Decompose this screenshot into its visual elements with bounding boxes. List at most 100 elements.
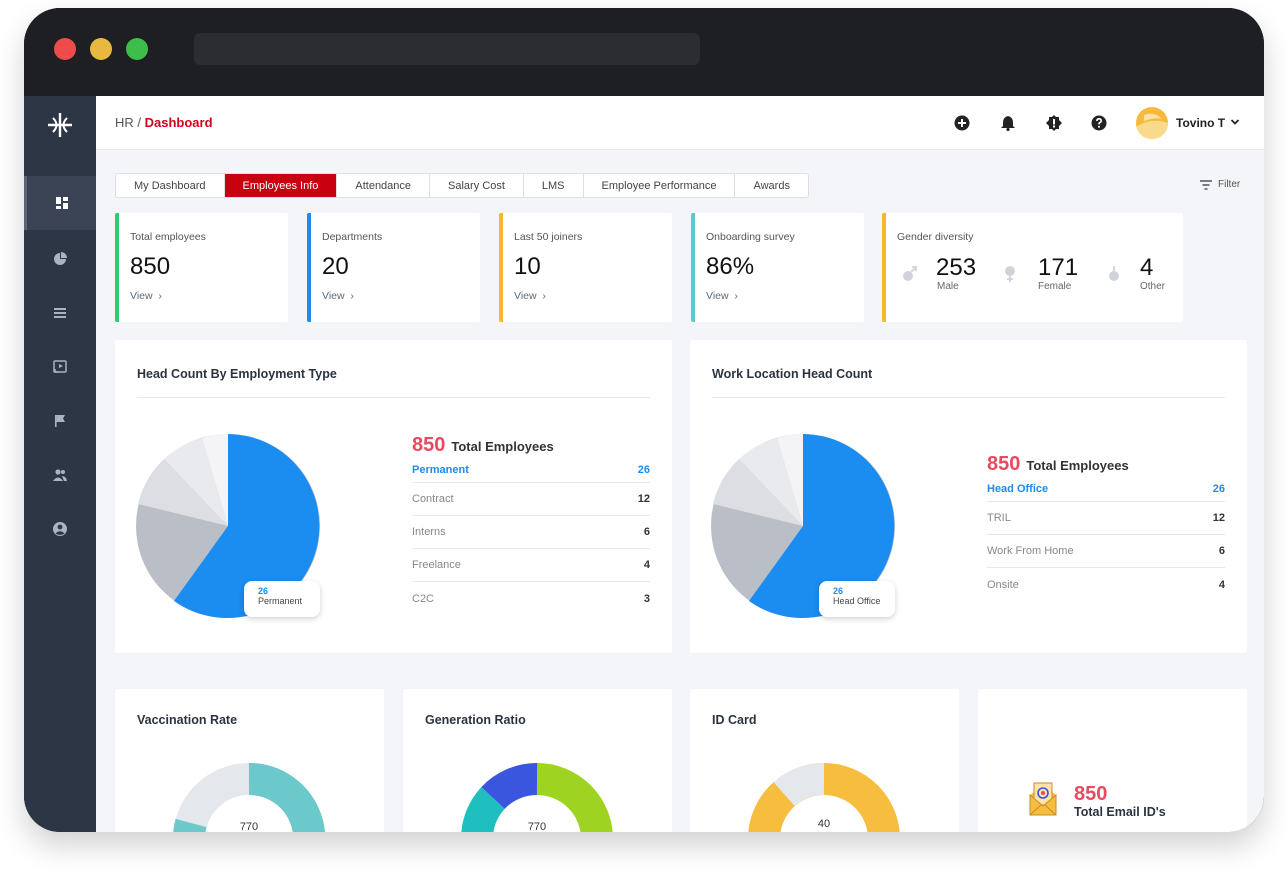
tab-employees-info[interactable]: Employees Info bbox=[224, 174, 338, 197]
user-name[interactable]: Tovino T bbox=[1176, 116, 1226, 130]
gender-female: 171 Female bbox=[1038, 254, 1078, 292]
legend-row-tril[interactable]: TRIL 12 bbox=[987, 502, 1225, 535]
tab-attendance[interactable]: Attendance bbox=[337, 174, 431, 197]
donut-center-value: 770 bbox=[527, 821, 547, 832]
email-label: Total Email ID's bbox=[1074, 805, 1166, 819]
vaccination-donut-chart[interactable] bbox=[173, 763, 325, 832]
legend-row-head-office[interactable]: Head Office 26 bbox=[987, 476, 1225, 502]
tab-employee-performance[interactable]: Employee Performance bbox=[584, 174, 736, 197]
female-icon bbox=[1005, 266, 1015, 282]
avatar[interactable] bbox=[1136, 107, 1168, 139]
legend-label: Head Office bbox=[987, 482, 1049, 495]
chevron-right-icon: › bbox=[158, 290, 162, 302]
tab-lms[interactable]: LMS bbox=[524, 174, 584, 197]
tab-my-dashboard[interactable]: My Dashboard bbox=[116, 174, 225, 197]
sidebar-item-people[interactable] bbox=[24, 448, 96, 502]
legend-row-c2c[interactable]: C2C 3 bbox=[412, 582, 650, 615]
view-link[interactable]: View › bbox=[706, 290, 738, 302]
help-icon[interactable] bbox=[1091, 115, 1107, 131]
total-value: 850 bbox=[987, 453, 1021, 475]
logo-icon bbox=[48, 112, 72, 137]
sidebar-item-list[interactable] bbox=[24, 286, 96, 340]
minimize-window-button[interactable] bbox=[90, 38, 112, 60]
pie-slice-c2c[interactable] bbox=[202, 434, 228, 526]
sidebar-item-profile[interactable] bbox=[24, 502, 96, 556]
employment-legend: 850 Total Employees Permanent 26 Contract 1… bbox=[412, 434, 650, 615]
legend-row-work-from-home[interactable]: Work From Home 6 bbox=[987, 535, 1225, 568]
alert-badge-icon[interactable] bbox=[1046, 115, 1062, 131]
id-card-donut-chart[interactable] bbox=[748, 763, 900, 832]
callout-value: 26 bbox=[833, 586, 844, 596]
donut-segment-pending[interactable] bbox=[773, 763, 825, 807]
breadcrumb: HR / Dashboard bbox=[115, 115, 213, 130]
donut-segment-gen-b[interactable] bbox=[481, 763, 538, 810]
legend-row-interns[interactable]: Interns 6 bbox=[412, 516, 650, 549]
bell-icon[interactable] bbox=[1000, 115, 1016, 131]
sidebar-item-training[interactable] bbox=[24, 340, 96, 394]
chevron-down-icon[interactable] bbox=[1230, 117, 1240, 127]
work-location-pie-chart[interactable] bbox=[711, 434, 895, 618]
gender-value: 253 bbox=[936, 254, 977, 281]
employment-type-panel: Head Count By Employment Type 26 Permane… bbox=[115, 340, 672, 653]
pie-chart-icon bbox=[54, 252, 67, 265]
donut-segment-vaccinated[interactable] bbox=[248, 763, 325, 832]
sidebar-item-dashboard[interactable] bbox=[24, 176, 96, 230]
sidebar-item-reports[interactable] bbox=[24, 232, 96, 286]
legend-value: 26 bbox=[1212, 482, 1225, 495]
app-logo[interactable] bbox=[24, 96, 96, 153]
pie-slice-work-from-home[interactable] bbox=[713, 459, 803, 526]
cast-icon bbox=[53, 360, 67, 373]
pie-slice-interns[interactable] bbox=[138, 459, 228, 526]
title-bar bbox=[24, 8, 1264, 96]
maximize-window-button[interactable] bbox=[126, 38, 148, 60]
pie-slice-head-office[interactable] bbox=[749, 434, 895, 618]
email-count: 850 bbox=[1074, 783, 1108, 805]
filter-icon bbox=[1200, 179, 1212, 190]
legend-row-freelance[interactable]: Freelance 4 bbox=[412, 549, 650, 582]
top-bar: HR / Dashboard Tovino T bbox=[96, 96, 1264, 150]
legend-row-permanent[interactable]: Permanent 26 bbox=[412, 457, 650, 483]
sidebar-item-flags[interactable] bbox=[24, 394, 96, 448]
tab-salary-cost[interactable]: Salary Cost bbox=[430, 174, 524, 197]
work-location-legend: 850 Total Employees Head Office 26 TRIL 12 … bbox=[987, 453, 1225, 601]
total-employees: 850 Total Employees bbox=[412, 434, 650, 457]
legend-row-onsite[interactable]: Onsite 4 bbox=[987, 568, 1225, 601]
panel-title: Vaccination Rate bbox=[137, 713, 238, 727]
account-circle-icon bbox=[53, 522, 67, 536]
stat-value: 20 bbox=[322, 253, 349, 280]
sidebar bbox=[24, 96, 96, 832]
pie-slice-freelance[interactable] bbox=[164, 438, 228, 526]
view-link[interactable]: View › bbox=[514, 290, 546, 302]
callout-label: Permanent bbox=[258, 596, 303, 606]
gender-label: Other bbox=[1140, 281, 1166, 292]
filter-label: Filter bbox=[1218, 179, 1241, 190]
legend-label: Work From Home bbox=[987, 545, 1074, 557]
legend-value: 12 bbox=[637, 493, 650, 505]
panel-title: Work Location Head Count bbox=[712, 367, 873, 381]
breadcrumb-separator: / bbox=[133, 115, 145, 130]
address-bar[interactable] bbox=[194, 33, 700, 65]
id-card-panel: ID Card 40 bbox=[690, 689, 959, 832]
callout-label: Head Office bbox=[833, 596, 881, 606]
pie-slice-permanent[interactable] bbox=[174, 434, 320, 618]
stat-label: Departments bbox=[322, 231, 383, 243]
gender-male: 253 Male bbox=[936, 254, 976, 292]
legend-row-contract[interactable]: Contract 12 bbox=[412, 483, 650, 516]
generation-donut-chart[interactable] bbox=[461, 763, 613, 832]
filter-button[interactable]: Filter bbox=[1200, 179, 1240, 190]
employment-pie-chart[interactable] bbox=[136, 434, 320, 618]
stat-card-last-joiners: Last 50 joiners 10 View › bbox=[499, 213, 672, 322]
donut-segment-partial[interactable] bbox=[173, 818, 207, 832]
donut-segment-gen-a[interactable] bbox=[536, 763, 613, 832]
pie-slice-other[interactable] bbox=[777, 434, 803, 526]
breadcrumb-root[interactable]: HR bbox=[115, 115, 134, 130]
pie-slice-onsite[interactable] bbox=[739, 438, 803, 526]
close-window-button[interactable] bbox=[54, 38, 76, 60]
tab-awards[interactable]: Awards bbox=[753, 179, 790, 192]
view-link-label: View bbox=[706, 290, 729, 302]
legend-label: Permanent bbox=[412, 463, 469, 476]
donut-segment-gen-c[interactable] bbox=[461, 787, 506, 832]
view-link[interactable]: View › bbox=[130, 290, 162, 302]
add-icon[interactable] bbox=[954, 115, 970, 131]
view-link[interactable]: View › bbox=[322, 290, 354, 302]
